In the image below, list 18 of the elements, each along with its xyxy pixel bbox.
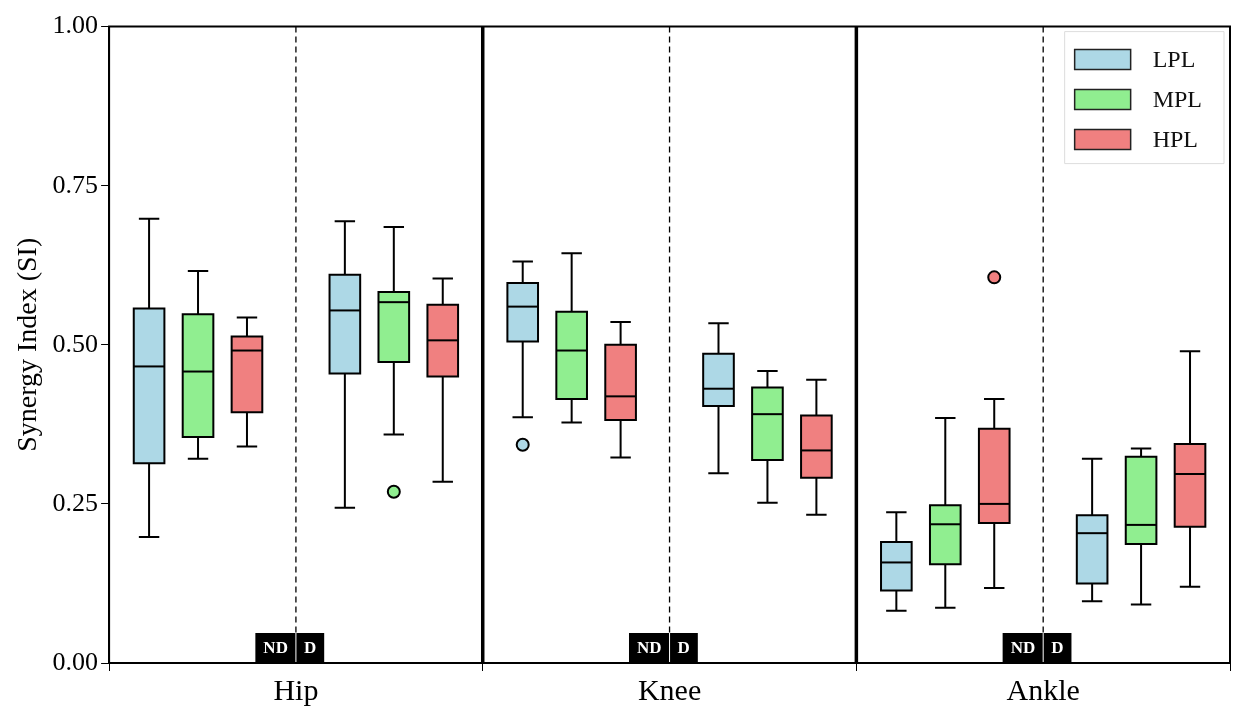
x-tick-label: Knee (637, 672, 702, 706)
legend-label: MPL (1152, 85, 1203, 112)
text: D (1051, 638, 1064, 658)
legend-label: HPL (1152, 125, 1198, 152)
y-tick-label: 0.50 (52, 328, 99, 358)
y-axis-title: Synergy Index (SI) (11, 237, 43, 452)
y-tick-label: 1.00 (52, 10, 99, 40)
legend-label: LPL (1152, 45, 1196, 72)
annotation: ND (263, 638, 288, 658)
x-tick-label: Ankle (1006, 672, 1080, 706)
x-tick-label: Hip (273, 672, 319, 706)
text: ND (636, 638, 662, 658)
text: D (677, 638, 690, 658)
annotation: D (303, 638, 317, 658)
y-tick-label: 0.00 (52, 646, 99, 676)
y-tick-label: 0.25 (52, 487, 99, 517)
text: ND (1010, 638, 1036, 658)
y-tick-label: 0.75 (52, 169, 99, 199)
